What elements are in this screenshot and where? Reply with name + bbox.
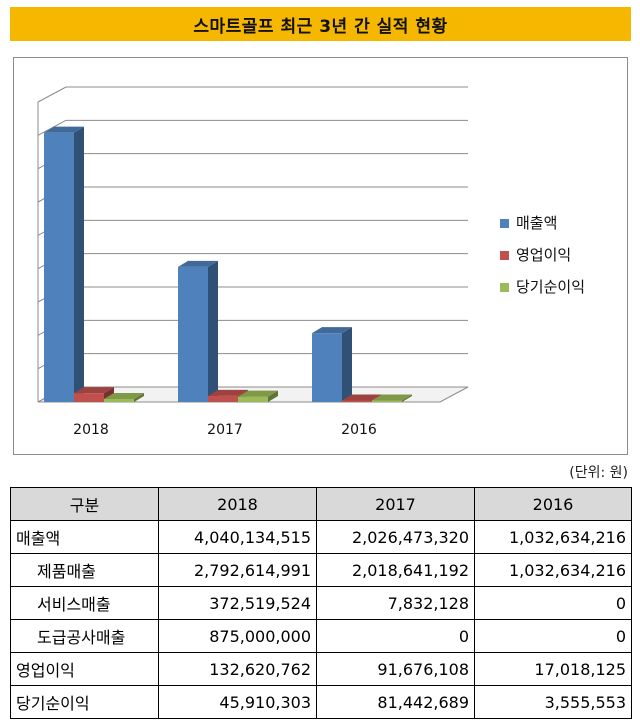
gridline-side <box>37 86 67 103</box>
bar-sales <box>312 327 352 402</box>
cell-value: 132,620,762 <box>158 652 317 686</box>
chart-title: 스마트골프 최근 3년 간 실적 현황 <box>193 16 448 37</box>
legend-swatch <box>500 251 509 260</box>
table-row: 매출액 4,040,134,515 2,026,473,320 1,032,63… <box>10 520 632 554</box>
bar-top <box>342 394 382 401</box>
cell-value: 0 <box>474 586 632 620</box>
cell-value: 2,792,614,991 <box>158 553 317 587</box>
bar-side <box>74 126 84 402</box>
title-bar: 스마트골프 최근 3년 간 실적 현황 <box>10 7 631 41</box>
bar-top <box>178 260 218 267</box>
legend-swatch <box>500 283 509 292</box>
bar-top <box>312 327 352 334</box>
table-row: 제품매출 2,792,614,991 2,018,641,192 1,032,6… <box>10 553 632 587</box>
table-header-row: 구분 2018 2017 2016 <box>10 487 632 521</box>
bar-side <box>268 390 278 402</box>
legend-label: 당기순이익 <box>516 278 585 296</box>
cell-value: 0 <box>474 619 632 653</box>
cell-value: 1,032,634,216 <box>474 520 632 554</box>
bar-sales <box>44 126 84 402</box>
performance-table: 구분 2018 2017 2016 매출액 4,040,134,515 2,02… <box>10 487 632 719</box>
legend-label: 매출액 <box>516 214 557 232</box>
bar-side <box>342 327 352 402</box>
bar-top <box>44 126 84 133</box>
bar-front <box>74 393 104 402</box>
unit-note: (단위: 원) <box>569 465 628 481</box>
legend-swatch <box>500 219 509 228</box>
table-row: 당기순이익 45,910,303 81,442,689 3,555,553 <box>10 685 632 719</box>
cell-value: 4,040,134,515 <box>158 520 317 554</box>
bar-side <box>208 260 218 402</box>
bar-net-income <box>238 390 278 402</box>
cell-value: 17,018,125 <box>474 652 632 686</box>
cell-value: 1,032,634,216 <box>474 553 632 587</box>
cell-value: 3,555,553 <box>474 685 632 719</box>
bar-front <box>312 333 342 402</box>
cell-value: 875,000,000 <box>158 619 317 653</box>
bar-side <box>402 394 412 402</box>
bar-top <box>238 390 278 397</box>
row-label: 제품매출 <box>10 553 159 587</box>
row-label: 서비스매출 <box>10 586 159 620</box>
bar-side <box>134 392 144 402</box>
header-category: 구분 <box>10 487 159 521</box>
bar-front <box>238 396 268 402</box>
bar-net-income <box>372 394 412 402</box>
bar-sales <box>178 260 218 402</box>
header-2016: 2016 <box>474 487 632 521</box>
bar-front <box>342 400 372 402</box>
table-row: 도급공사매출 875,000,000 0 0 <box>10 619 632 653</box>
cell-value: 0 <box>316 619 475 653</box>
row-label: 매출액 <box>10 520 159 554</box>
bar-front <box>208 395 238 402</box>
header-2018: 2018 <box>158 487 317 521</box>
x-tick-label: 2018 <box>73 422 109 438</box>
row-label: 영업이익 <box>10 652 159 686</box>
bar-front <box>44 132 74 402</box>
header-2017: 2017 <box>316 487 475 521</box>
bar-front <box>178 266 208 402</box>
cell-value: 45,910,303 <box>158 685 317 719</box>
row-label: 도급공사매출 <box>10 619 159 653</box>
bars <box>44 126 412 402</box>
bar-front <box>372 400 402 402</box>
gridlines <box>37 86 468 403</box>
bar-top <box>104 392 144 399</box>
cell-value: 372,519,524 <box>158 586 317 620</box>
row-label: 당기순이익 <box>10 685 159 719</box>
bar-top <box>74 387 114 394</box>
cell-value: 2,026,473,320 <box>316 520 475 554</box>
bar-top <box>372 394 412 401</box>
x-tick-label: 2017 <box>207 422 243 438</box>
x-tick-labels: 2018 2017 2016 <box>73 422 377 438</box>
cell-value: 81,442,689 <box>316 685 475 719</box>
bar-top <box>208 389 248 396</box>
cell-value: 91,676,108 <box>316 652 475 686</box>
bar-net-income <box>104 392 144 402</box>
gridline-side <box>37 119 67 136</box>
table-row: 서비스매출 372,519,524 7,832,128 0 <box>10 586 632 620</box>
cell-value: 7,832,128 <box>316 586 475 620</box>
cell-value: 2,018,641,192 <box>316 553 475 587</box>
x-tick-label: 2016 <box>341 422 377 438</box>
table-row: 영업이익 132,620,762 91,676,108 17,018,125 <box>10 652 632 686</box>
legend-label: 영업이익 <box>516 246 571 264</box>
bar-front <box>104 398 134 402</box>
